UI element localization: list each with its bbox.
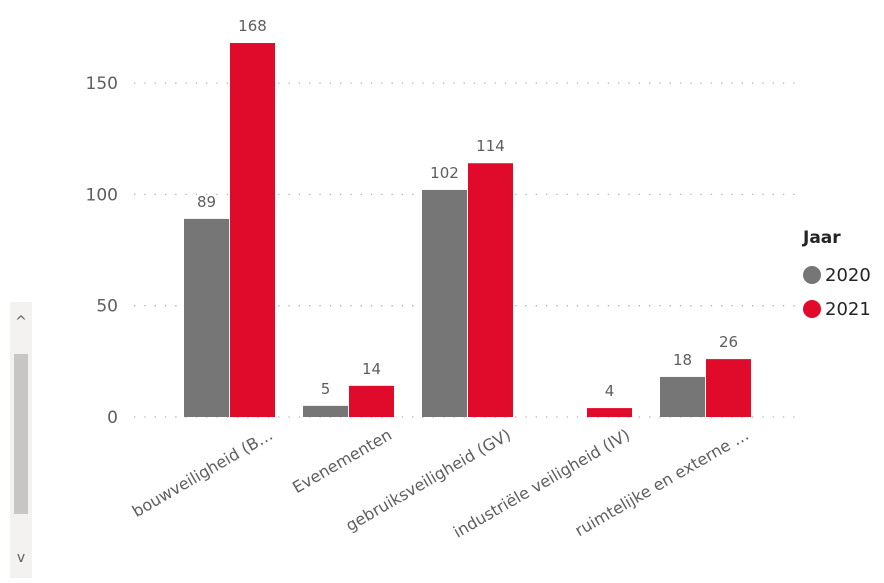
data-label-2020: 18 bbox=[673, 351, 692, 369]
legend-title: Jaar bbox=[803, 228, 841, 248]
data-label-2021: 4 bbox=[605, 382, 615, 400]
x-category-label: bouwveiligheid (B… bbox=[129, 425, 276, 521]
legend-item-2021[interactable]: 2021 bbox=[803, 292, 871, 326]
bars bbox=[184, 43, 751, 417]
bar-2020[interactable] bbox=[303, 405, 348, 417]
bar-2020[interactable] bbox=[660, 376, 705, 417]
chevron-up-icon[interactable]: ^ bbox=[15, 314, 27, 330]
scrollbar-thumb[interactable] bbox=[14, 354, 28, 514]
data-label-2021: 168 bbox=[238, 17, 267, 35]
x-axis: bouwveiligheid (B… Evenementengebruiksvei… bbox=[129, 425, 752, 542]
data-label-2021: 26 bbox=[719, 333, 738, 351]
y-axis: 0 50 100 150 bbox=[86, 74, 118, 428]
data-label-2020: 89 bbox=[197, 193, 216, 211]
data-label-2021: 114 bbox=[476, 137, 505, 155]
vertical-scrollbar[interactable]: ^ v bbox=[10, 302, 32, 578]
bar-2021[interactable] bbox=[587, 408, 632, 417]
bar-2021[interactable] bbox=[468, 163, 513, 417]
legend: Jaar 2020 2021 bbox=[803, 228, 871, 326]
chart-area: 0 50 100 150 89 168 5 14 102 114 4 18 26 bouwveilig… bbox=[86, 17, 800, 542]
chevron-down-icon[interactable]: v bbox=[16, 550, 26, 566]
legend-label-2021: 2021 bbox=[825, 298, 871, 320]
legend-label-2020: 2020 bbox=[825, 264, 871, 286]
legend-marker-2020 bbox=[803, 266, 821, 284]
bar-2020[interactable] bbox=[422, 189, 467, 417]
y-tick-label: 150 bbox=[86, 74, 118, 94]
x-category-label: Evenementen bbox=[289, 425, 395, 497]
bar-2021[interactable] bbox=[230, 43, 275, 417]
bar-2021[interactable] bbox=[349, 385, 394, 417]
y-tick-label: 50 bbox=[96, 297, 118, 317]
y-tick-label: 0 bbox=[107, 408, 118, 428]
bar-2020[interactable] bbox=[184, 218, 229, 417]
data-label-2020: 102 bbox=[430, 164, 459, 182]
bar-2021[interactable] bbox=[706, 359, 751, 417]
data-labels: 89 168 5 14 102 114 4 18 26 bbox=[197, 17, 738, 400]
data-label-2020: 5 bbox=[321, 380, 331, 398]
data-label-2021: 14 bbox=[362, 360, 381, 378]
y-tick-label: 100 bbox=[86, 185, 118, 205]
legend-marker-2021 bbox=[803, 300, 821, 318]
legend-item-2020[interactable]: 2020 bbox=[803, 258, 871, 292]
